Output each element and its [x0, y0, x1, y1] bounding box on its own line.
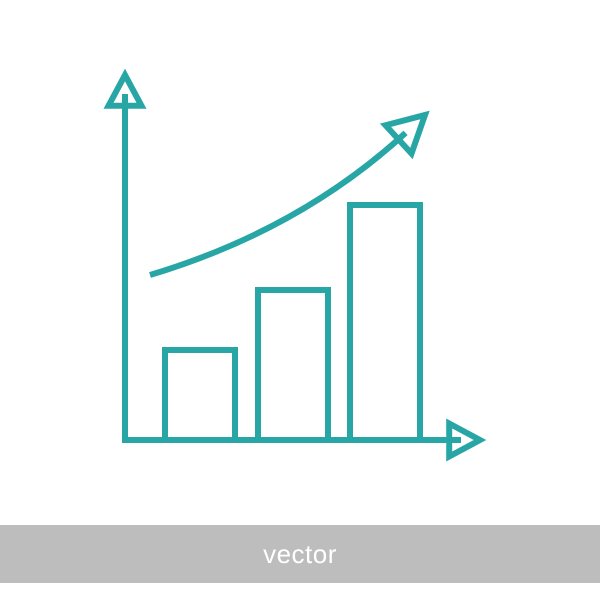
chart-svg — [0, 0, 600, 600]
footer-bar: vector — [0, 525, 600, 583]
footer-label: vector — [263, 539, 337, 570]
growth-chart-icon: vector — [0, 0, 600, 600]
